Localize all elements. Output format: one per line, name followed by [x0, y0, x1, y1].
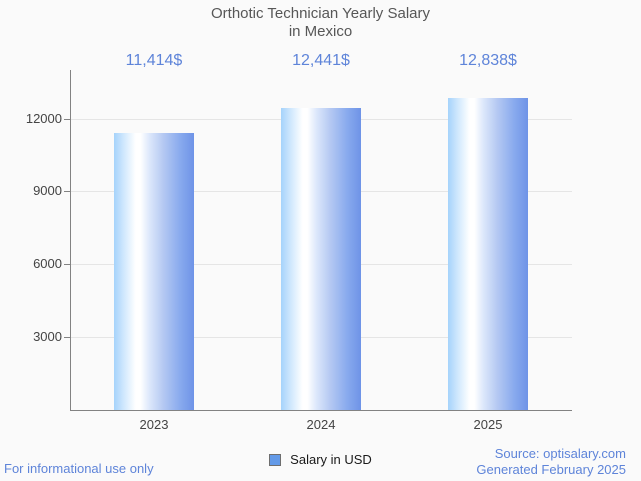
y-axis-tick [64, 119, 71, 120]
bar [114, 133, 194, 410]
page-title: Orthotic Technician Yearly Salary in Mex… [210, 5, 430, 40]
bar-value-label: 12,838$ [459, 52, 517, 69]
y-axis-tick-label: 3000 [33, 329, 62, 344]
bar [281, 108, 361, 410]
legend: Salary in USD [0, 452, 641, 467]
footer-attribution: Source: optisalary.com Generated Februar… [476, 446, 626, 478]
y-axis-line [70, 70, 71, 411]
x-axis-line [70, 410, 572, 411]
footer-generated: Generated February 2025 [476, 462, 626, 477]
legend-color-swatch-icon [269, 453, 282, 466]
x-axis-label: 2023 [139, 417, 169, 432]
bar [448, 98, 528, 410]
bar-value-label: 12,441$ [292, 52, 350, 69]
y-axis-tick [64, 337, 71, 338]
x-axis-label: 2025 [473, 417, 503, 432]
x-axis-label: 2024 [306, 417, 336, 432]
y-axis-tick [64, 264, 71, 265]
y-axis-tick-label: 6000 [33, 256, 62, 271]
y-axis-tick-label: 12000 [25, 111, 62, 126]
y-axis-tick-label: 9000 [33, 183, 62, 198]
legend-label: Salary in USD [290, 452, 372, 467]
y-axis-tick [64, 191, 71, 192]
bar-value-label: 11,414$ [125, 52, 183, 69]
footer-disclaimer: For informational use only [4, 461, 154, 476]
footer-source: Source: optisalary.com [494, 446, 626, 461]
